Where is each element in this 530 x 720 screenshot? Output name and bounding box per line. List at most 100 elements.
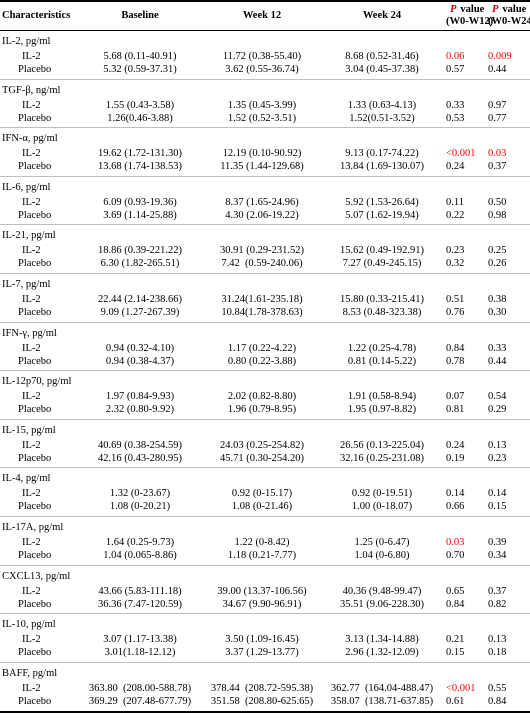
rule-line xyxy=(0,418,530,420)
cell: 26.56 (0.13-225.04) xyxy=(340,439,424,451)
group-title: CXCL13, pg/ml xyxy=(2,570,71,582)
column-header: Baseline xyxy=(121,10,159,21)
cell: 22.44 (2.14-238.66) xyxy=(98,294,182,305)
row-label: Placebo xyxy=(18,64,52,75)
group-title: IL-12p70, pg/ml xyxy=(2,376,72,388)
cell: 0.84 xyxy=(446,342,465,354)
cell: 0.18 xyxy=(488,647,507,659)
cell: 42.16 (0.43-280.95) xyxy=(98,452,182,464)
group-title: IL-17A, pg/ml xyxy=(2,522,64,533)
rule-line xyxy=(0,273,530,274)
cell: 40.69 (0.38-254.59) xyxy=(98,439,182,451)
cell: 1.08 (0-20.21) xyxy=(109,501,171,513)
cell: 11.35 (1.44-129.68) xyxy=(220,161,304,173)
cell: 1.00 (0-18.07) xyxy=(351,501,413,513)
column-header: Week 24 xyxy=(362,10,402,21)
rule-line xyxy=(0,321,530,323)
cell: 3.01(1.18-12.12) xyxy=(104,647,176,659)
cell: 3.37 (1.29-13.77) xyxy=(225,647,299,659)
cell: 0.30 xyxy=(488,307,507,318)
cell: 0.92 (0-19.51) xyxy=(351,488,413,500)
cell: 1.52 (0.52-3.51) xyxy=(227,112,297,124)
cell: 0.39 xyxy=(488,537,507,548)
row-label: Placebo xyxy=(18,209,52,221)
group-title: IL-6, pg/ml xyxy=(2,181,51,193)
cell: 9.09 (1.27-267.39) xyxy=(100,307,180,318)
row-label: IL-2 xyxy=(22,585,41,597)
cell: 0.70 xyxy=(446,550,465,561)
cell: 34.67 (9.90-96.91) xyxy=(222,598,302,610)
rule-line xyxy=(0,564,530,566)
rule-line xyxy=(0,516,530,517)
cell: 0.98 xyxy=(488,209,507,221)
row-label: Placebo xyxy=(18,404,52,416)
cell: 8.68 (0.52-31.46) xyxy=(345,51,419,62)
cell: 0.11 xyxy=(446,196,464,208)
header-text: value xyxy=(460,4,485,15)
cell: 1.33 (0.63-4.13) xyxy=(347,99,417,111)
cell: 1.64 (0.25-9.73) xyxy=(105,537,175,548)
cell: 0.84 xyxy=(446,598,465,610)
cell: 6.30 (1.82-265.51) xyxy=(100,258,180,270)
cell: 0.44 xyxy=(488,355,507,367)
cell: 2.96 (1.32-12.09) xyxy=(345,647,419,659)
row-label: IL-2 xyxy=(22,391,41,403)
cell: 0.25 xyxy=(488,245,507,257)
group-title: IL-2, pg/ml xyxy=(2,36,51,47)
cell: 1.95 (0.97-8.82) xyxy=(347,404,417,416)
cell: 1.25 (0-6.47) xyxy=(354,537,410,548)
group-title: IL-15, pg/ml xyxy=(2,424,56,436)
cell: 0.22 xyxy=(446,209,465,221)
cell: 31.24(1.61-235.18) xyxy=(221,294,303,305)
cell: 0.23 xyxy=(488,452,507,464)
cell: 3.04 (0.45-37.38) xyxy=(345,64,419,75)
row-label: IL-2 xyxy=(22,294,41,305)
row-label: Placebo xyxy=(18,307,52,318)
row-label: Placebo xyxy=(18,161,52,173)
cell: 13.84 (1.69-130.07) xyxy=(340,161,424,173)
cell: 19.62 (1.72-131.30) xyxy=(98,148,182,160)
cell: 0.07 xyxy=(446,391,465,403)
cell: 18.86 (0.39-221.22) xyxy=(98,245,182,257)
cell: 0.37 xyxy=(488,585,507,597)
cell: 0.29 xyxy=(488,404,507,416)
cell: 5.07 (1.62-19.94) xyxy=(345,209,419,221)
row-label: IL-2 xyxy=(22,537,41,548)
cell: 3.13 (1.34-14.88) xyxy=(345,634,419,646)
cell: 358.07 (138.71-637.85) xyxy=(330,695,434,707)
cell: 0.51 xyxy=(446,294,465,305)
cell: 30.91 (0.29-231.52) xyxy=(220,245,304,257)
row-label: IL-2 xyxy=(22,51,41,62)
cell: 45.71 (0.30-254.20) xyxy=(220,452,304,464)
row-label: IL-2 xyxy=(22,342,41,354)
cell: 9.13 (0.17-74.22) xyxy=(345,148,419,160)
cell: 369.29 (207.48-677.79) xyxy=(88,695,192,707)
row-label: IL-2 xyxy=(22,196,41,208)
cell: 0.33 xyxy=(446,99,465,111)
cell: 0.81 xyxy=(446,404,465,416)
cell: 0.37 xyxy=(488,161,507,173)
cell: 0.24 xyxy=(446,439,465,451)
cell: 1.22 (0.25-4.78) xyxy=(347,342,417,354)
rule-line xyxy=(0,467,530,469)
cell: 0.57 xyxy=(446,64,465,75)
p-symbol: P xyxy=(492,4,499,15)
cell: 0.77 xyxy=(488,112,507,124)
column-header: (W0-W12) xyxy=(446,16,494,27)
cell: 1.04 (0-6.80) xyxy=(354,550,410,561)
cell: 0.54 xyxy=(488,391,507,403)
cell: 1.35 (0.45-3.99) xyxy=(227,99,297,111)
rule-line xyxy=(0,370,530,372)
cell: 0.84 xyxy=(488,695,507,707)
cell: 0.14 xyxy=(488,488,507,500)
cell: 40.36 (9.48-99.47) xyxy=(342,585,422,597)
cell: 0.13 xyxy=(488,634,507,646)
cell: 0.61 xyxy=(446,695,465,707)
cell: 7.42 (0.59-240.06) xyxy=(221,258,303,270)
rule-line xyxy=(0,78,530,80)
cell: 0.97 xyxy=(488,99,507,111)
cell: 0.66 xyxy=(446,501,465,513)
cell: 11.72 (0.38-55.40) xyxy=(222,51,302,62)
cell: <0.001 xyxy=(446,148,476,160)
